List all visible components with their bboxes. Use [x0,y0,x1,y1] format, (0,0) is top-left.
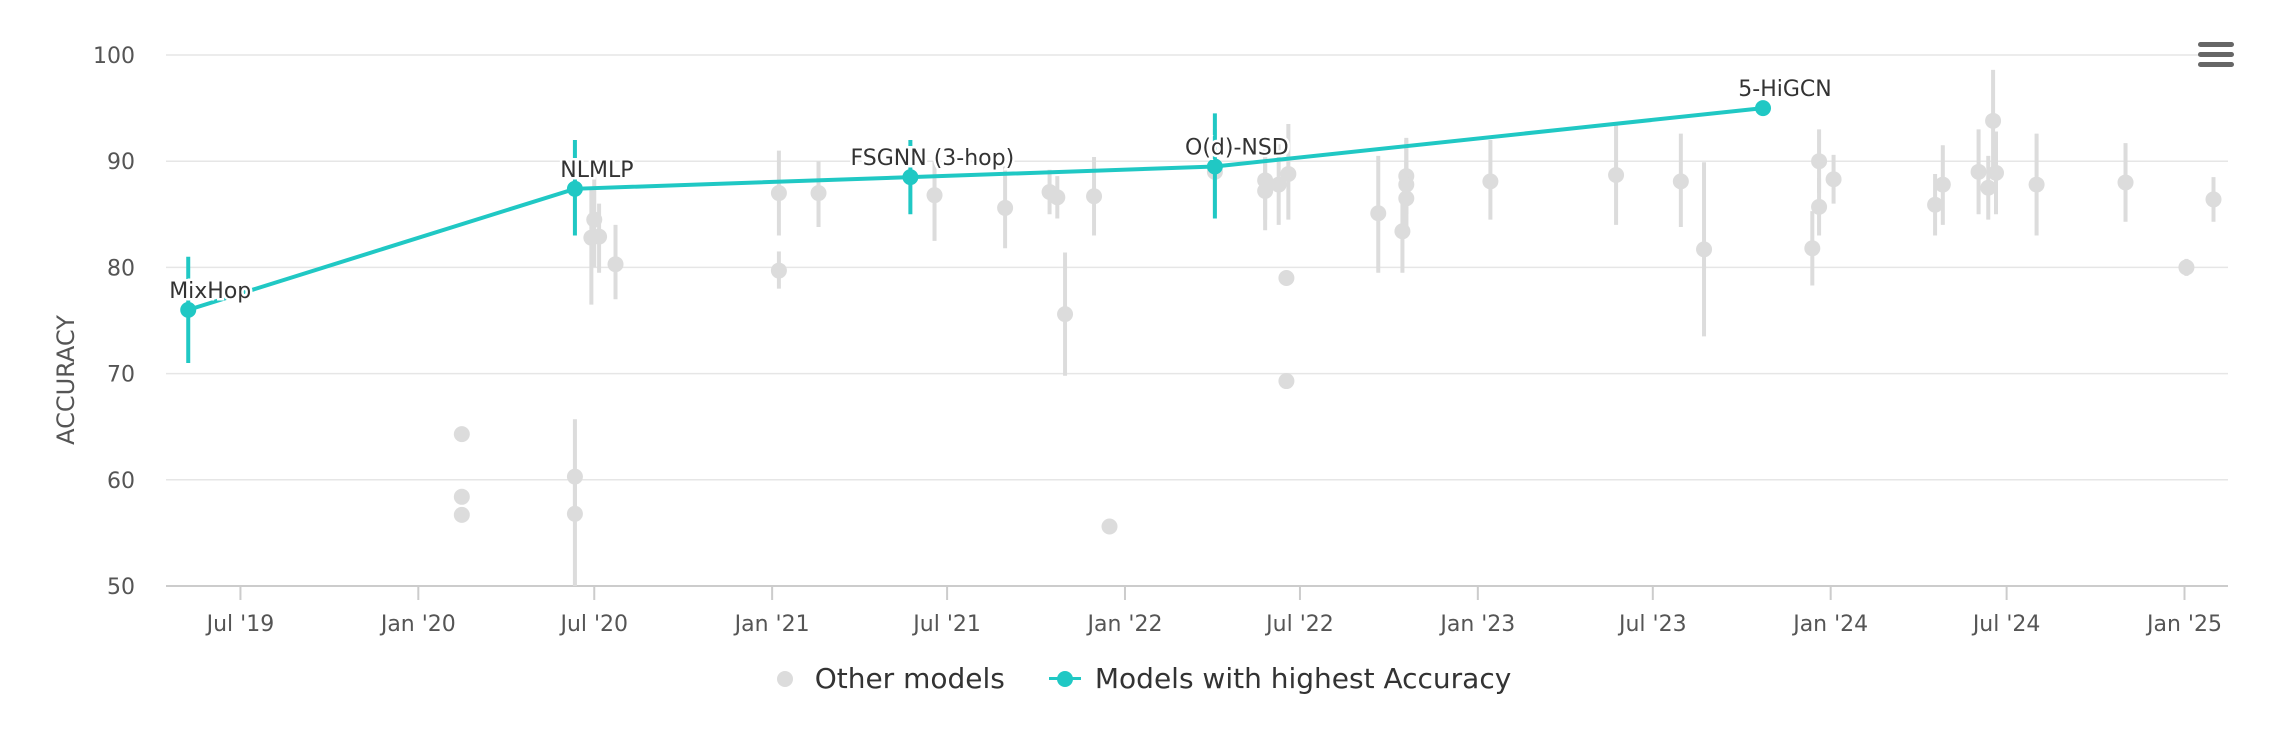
x-tick-label: Jan '24 [1791,612,1868,637]
other-model-point[interactable] [1927,196,1944,213]
legend-item-other[interactable]: Other models [769,662,1005,695]
other-model-point[interactable] [1270,176,1287,193]
other-model-point[interactable] [1696,241,1713,258]
legend-label-other: Other models [814,662,1005,695]
best-model-point[interactable] [902,169,919,186]
best-model-label: 5-HiGCN [1738,77,1831,102]
best-model-label: O(d)-NSD [1185,136,1289,161]
best-model-point[interactable] [1755,100,1772,117]
legend-label-best: Models with highest Accuracy [1094,662,1512,695]
other-models-series [453,69,2222,586]
other-model-point[interactable] [770,262,787,279]
other-model-point[interactable] [1280,165,1297,182]
best-models-series: MixHop NLMLP FSGNN (3-hop) O(d)-NSD 5-HiGCN [167,75,1834,363]
best-model-trend-line [187,106,1764,312]
x-tick-label: Jul '23 [1617,612,1687,637]
other-model-point[interactable] [1985,112,2002,129]
other-model-point[interactable] [1398,190,1415,207]
y-tick-label: 70 [107,363,135,388]
chart-legend: Other models Models with highest Accurac… [0,662,2280,695]
other-model-point[interactable] [770,185,787,202]
y-tick-label: 60 [107,469,135,494]
other-model-point[interactable] [810,185,827,202]
best-model-label: NLMLP [560,158,633,183]
x-tick-label: Jul '24 [1971,612,2041,637]
best-model-label: MixHop [169,279,251,304]
other-model-point[interactable] [1257,182,1274,199]
other-model-point[interactable] [926,187,943,204]
grid-lines [166,54,2228,481]
teal-line-dot-icon [1048,670,1081,688]
menu-bar-2 [2198,52,2234,57]
y-tick-label: 50 [107,575,135,600]
other-model-point[interactable] [1825,171,1842,188]
x-tick-label: Jan '22 [1086,612,1163,637]
other-model-point[interactable] [1934,176,1951,193]
best-model-label: FSGNN (3-hop) [851,146,1015,171]
other-model-point[interactable] [2205,191,2222,208]
other-model-point[interactable] [1482,173,1499,190]
y-axis-title: ACCURACY [52,315,80,445]
x-tick-label: Jan '21 [733,612,810,637]
other-model-point[interactable] [1370,205,1387,222]
other-model-point[interactable] [1608,167,1625,184]
other-model-point[interactable] [1101,518,1118,535]
other-model-point[interactable] [453,506,470,523]
x-tick-label: Jan '25 [2145,612,2222,637]
other-model-point[interactable] [1987,164,2004,181]
x-tick-label: Jan '23 [1438,612,1515,637]
other-model-point[interactable] [1278,373,1295,390]
x-tick-label: Jul '19 [205,612,275,637]
menu-bar-1 [2198,42,2234,47]
other-model-point[interactable] [2178,259,2195,276]
grey-dot-icon [769,670,801,688]
best-model-point[interactable] [566,180,583,197]
other-model-point[interactable] [1970,163,1987,180]
other-model-point[interactable] [1811,198,1828,215]
other-model-point[interactable] [1811,153,1828,170]
hamburger-menu-icon[interactable] [2198,42,2234,72]
legend-item-best[interactable]: Models with highest Accuracy [1048,662,1512,695]
other-model-point[interactable] [1980,179,1997,196]
other-model-point[interactable] [2117,174,2134,191]
other-model-point[interactable] [591,228,608,245]
other-model-point[interactable] [453,488,470,505]
best-model-point[interactable] [1206,158,1223,175]
other-model-point[interactable] [1278,270,1295,287]
y-tick-label: 100 [93,44,135,69]
other-model-point[interactable] [1086,188,1103,205]
other-model-point[interactable] [997,199,1014,216]
y-tick-label: 80 [107,256,135,281]
x-tick-label: Jul '22 [1264,612,1334,637]
other-model-point[interactable] [607,256,624,273]
other-model-point[interactable] [566,468,583,485]
y-axis-ticks: 50 60 70 80 90 100 [93,44,135,600]
x-axis-ticks: Jul '19 Jan '20 Jul '20 Jan '21 Jul '21 Jan '… [205,586,2222,637]
other-model-point[interactable] [566,505,583,522]
other-model-point[interactable] [1672,173,1689,190]
x-tick-label: Jul '20 [558,612,628,637]
other-model-point[interactable] [453,426,470,443]
other-model-point[interactable] [1804,240,1821,257]
other-model-point[interactable] [1057,306,1074,323]
other-model-point[interactable] [1049,189,1066,206]
y-tick-label: 90 [107,150,135,175]
menu-bar-3 [2198,62,2234,67]
best-model-point[interactable] [180,301,197,318]
x-tick-label: Jan '20 [379,612,456,637]
other-model-point[interactable] [2028,176,2045,193]
x-tick-label: Jul '21 [911,612,981,637]
